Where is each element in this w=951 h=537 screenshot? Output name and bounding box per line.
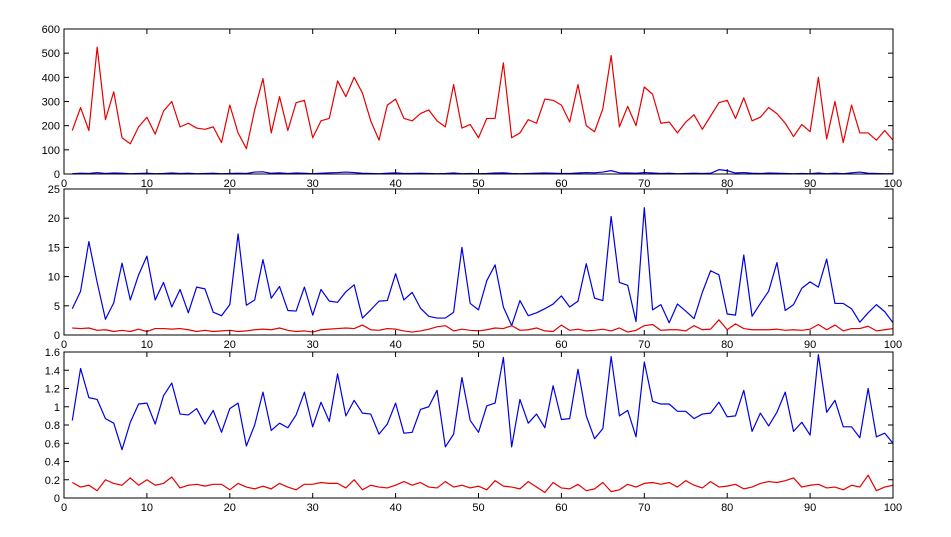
panel-3-y-tick-label: 0.8 bbox=[45, 420, 60, 432]
panel-3-y-tick-label: 0.2 bbox=[45, 475, 60, 487]
panel-2-y-tick-label: 15 bbox=[48, 242, 60, 254]
panel-1-x-tick-label: 0 bbox=[61, 178, 67, 190]
panel-3-x-tick-label: 100 bbox=[884, 502, 902, 514]
panel-2-series-1-line bbox=[71, 207, 894, 327]
panel-1-x-tick-label: 90 bbox=[804, 178, 816, 190]
panel-3-y-tick-label: 1 bbox=[54, 402, 60, 414]
panel-1-series-2-line bbox=[72, 169, 893, 175]
panel-3-x-tick-label: 10 bbox=[141, 502, 153, 514]
panel-1-x-tick-label: 70 bbox=[638, 178, 650, 190]
panel-2-x-tick-label: 40 bbox=[389, 339, 401, 351]
panel-3-y-tick-label: 0 bbox=[54, 493, 60, 505]
panel-1-x-tick-label: 80 bbox=[721, 178, 733, 190]
panel-2-x-tick-label: 80 bbox=[721, 339, 733, 351]
panel-2-y-tick-label: 0 bbox=[54, 330, 60, 342]
panel-3-y-tick-label: 0.4 bbox=[45, 457, 60, 469]
panel-1-x-tick-label: 50 bbox=[472, 178, 484, 190]
panel-3-x-tick-label: 70 bbox=[638, 502, 650, 514]
panel-3-y-tick-label: 1.4 bbox=[45, 365, 60, 377]
panel-1-y-tick-label: 600 bbox=[42, 24, 60, 36]
panel-1-x-tick-label: 30 bbox=[307, 178, 319, 190]
panel-2-series-2-line bbox=[72, 319, 894, 333]
panel-3-y-tick-label: 1.6 bbox=[45, 347, 60, 359]
panel-3-y-tick-label: 1.2 bbox=[45, 384, 60, 396]
panel-1-y-tick-label: 0 bbox=[54, 169, 60, 181]
panel-2-y-tick-label: 20 bbox=[48, 213, 60, 225]
panel-3-series-2-line bbox=[72, 474, 894, 494]
panel-3-x-tick-label: 40 bbox=[389, 502, 401, 514]
panel-3-series-1-line bbox=[71, 354, 894, 451]
panel-2-x-tick-label: 0 bbox=[61, 339, 67, 351]
panel-1-x-tick-label: 100 bbox=[884, 178, 902, 190]
panel-1-x-tick-label: 60 bbox=[555, 178, 567, 190]
panel-3-x-tick-label: 30 bbox=[307, 502, 319, 514]
panel-1-y-tick-label: 100 bbox=[42, 145, 60, 157]
panel-2-y-tick-label: 25 bbox=[48, 184, 60, 196]
panel-3-x-tick-label: 80 bbox=[721, 502, 733, 514]
panel-3-x-tick-label: 60 bbox=[555, 502, 567, 514]
panel-2-y-tick-label: 5 bbox=[54, 301, 60, 313]
panel-2-x-tick-label: 90 bbox=[804, 339, 816, 351]
panel-1-y-tick-label: 400 bbox=[42, 72, 60, 84]
panel-2-x-tick-label: 30 bbox=[307, 339, 319, 351]
panel-1-series-1-line bbox=[71, 46, 894, 150]
panel-1-y-tick-label: 500 bbox=[42, 48, 60, 60]
panel-2-x-tick-label: 50 bbox=[472, 339, 484, 351]
panel-2-x-tick-label: 70 bbox=[638, 339, 650, 351]
panel-3-x-tick-label: 20 bbox=[224, 502, 236, 514]
panel-3-x-tick-label: 50 bbox=[472, 502, 484, 514]
panel-2-y-tick-label: 10 bbox=[48, 272, 60, 284]
panel-2-x-tick-label: 10 bbox=[141, 339, 153, 351]
panel-3-x-tick-label: 0 bbox=[61, 502, 67, 514]
panel-1-y-tick-label: 200 bbox=[42, 121, 60, 133]
panel-2-x-tick-label: 20 bbox=[224, 339, 236, 351]
panel-1-x-tick-label: 10 bbox=[141, 178, 153, 190]
panel-1-x-tick-label: 40 bbox=[389, 178, 401, 190]
panel-3-y-tick-label: 0.6 bbox=[45, 438, 60, 450]
panel-2-x-tick-label: 100 bbox=[884, 339, 902, 351]
panel-2-x-tick-label: 60 bbox=[555, 339, 567, 351]
panel-1-axes-box bbox=[63, 28, 894, 175]
panel-3-x-tick-label: 90 bbox=[804, 502, 816, 514]
panel-1-x-tick-label: 20 bbox=[224, 178, 236, 190]
panel-1-y-tick-label: 300 bbox=[42, 97, 60, 109]
